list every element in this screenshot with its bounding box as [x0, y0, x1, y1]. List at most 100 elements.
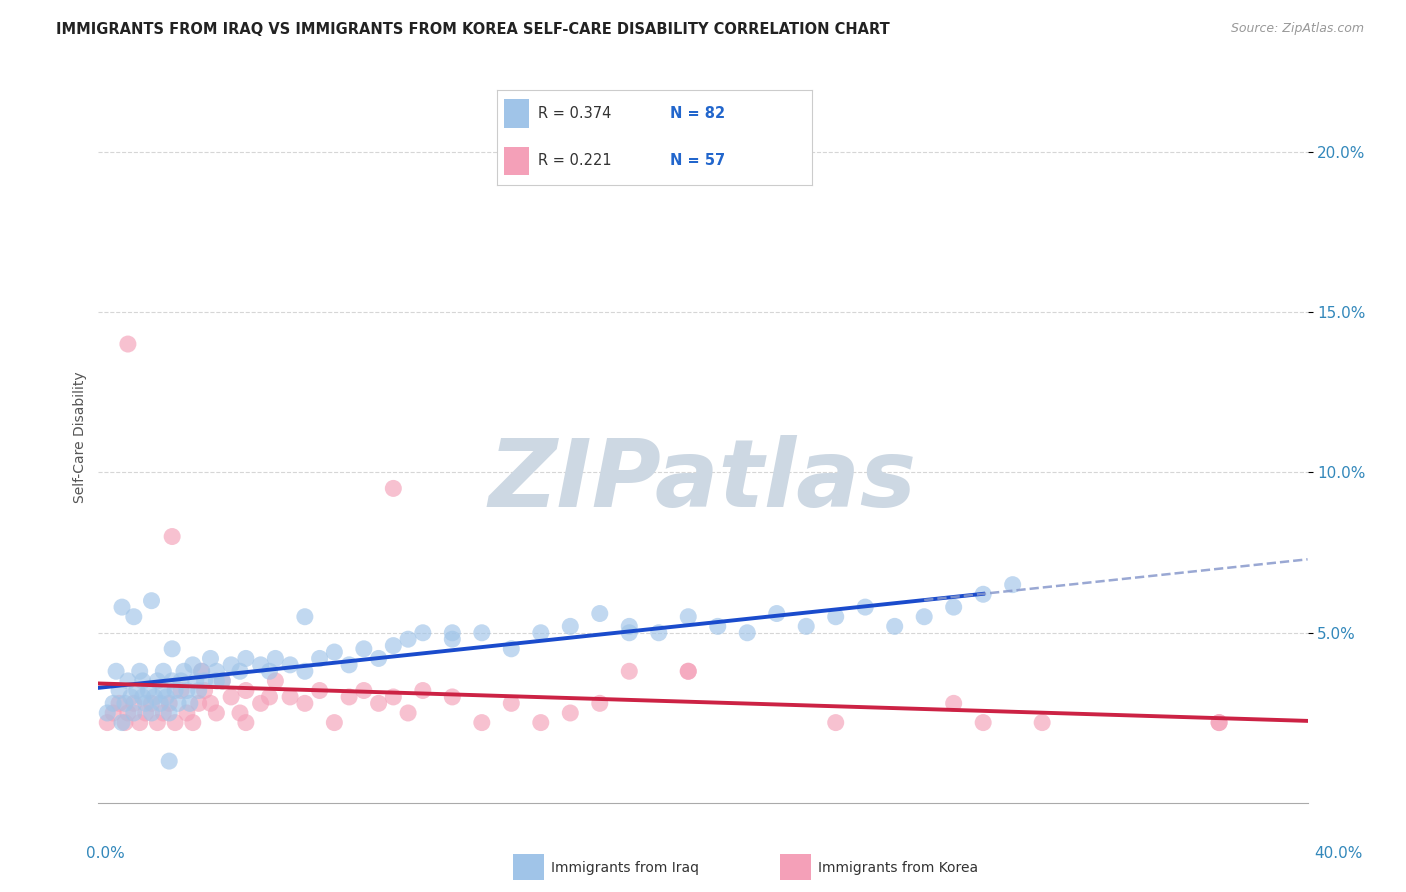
Point — [337, 690, 360, 704]
Point — [294, 665, 316, 679]
Point — [141, 593, 163, 607]
Point — [1208, 715, 1230, 730]
Point — [122, 609, 145, 624]
Text: Source: ZipAtlas.com: Source: ZipAtlas.com — [1230, 22, 1364, 36]
Point — [96, 715, 118, 730]
Point — [471, 625, 494, 640]
Point — [179, 697, 201, 711]
Point — [187, 697, 209, 711]
Point — [187, 683, 209, 698]
Point — [294, 697, 316, 711]
Point — [117, 673, 139, 688]
Point — [152, 683, 174, 698]
Point — [117, 337, 139, 351]
Point — [972, 587, 994, 601]
Point — [235, 683, 257, 698]
Point — [141, 697, 163, 711]
Point — [219, 657, 242, 672]
Point — [441, 632, 464, 647]
Point — [211, 673, 233, 688]
Point — [152, 706, 174, 720]
Point — [396, 632, 419, 647]
Point — [471, 715, 494, 730]
Point — [190, 665, 212, 679]
Point — [278, 657, 301, 672]
Point — [619, 665, 641, 679]
Point — [111, 715, 134, 730]
Point — [264, 651, 287, 665]
Point — [259, 690, 281, 704]
Point — [152, 665, 174, 679]
Point — [794, 619, 817, 633]
Text: 40.0%: 40.0% — [1315, 846, 1362, 861]
Point — [412, 683, 434, 698]
Point — [278, 690, 301, 704]
Point — [942, 697, 965, 711]
Point — [146, 673, 169, 688]
Point — [122, 706, 145, 720]
Point — [912, 609, 935, 624]
Point — [678, 665, 700, 679]
Point — [1001, 577, 1024, 591]
Text: IMMIGRANTS FROM IRAQ VS IMMIGRANTS FROM KOREA SELF-CARE DISABILITY CORRELATION C: IMMIGRANTS FROM IRAQ VS IMMIGRANTS FROM … — [56, 22, 890, 37]
Point — [1031, 715, 1053, 730]
Point — [108, 683, 131, 698]
Point — [353, 683, 375, 698]
Text: Immigrants from Korea: Immigrants from Korea — [818, 861, 979, 875]
Point — [101, 697, 124, 711]
Point — [883, 619, 905, 633]
Point — [619, 619, 641, 633]
Point — [678, 665, 700, 679]
Point — [211, 673, 233, 688]
Point — [170, 673, 193, 688]
Point — [382, 690, 405, 704]
Point — [249, 657, 271, 672]
Point — [160, 529, 183, 543]
Point — [235, 715, 257, 730]
Point — [942, 600, 965, 615]
Point — [194, 683, 217, 698]
Point — [101, 706, 124, 720]
Point — [176, 706, 198, 720]
Point — [200, 697, 222, 711]
Point — [205, 706, 228, 720]
Text: 0.0%: 0.0% — [86, 846, 125, 861]
Point — [128, 665, 150, 679]
Point — [412, 625, 434, 640]
Point — [530, 715, 553, 730]
Point — [114, 697, 136, 711]
Point — [184, 673, 207, 688]
Point — [96, 706, 118, 720]
Point — [125, 683, 148, 698]
Point — [155, 690, 177, 704]
Point — [157, 697, 180, 711]
Point — [308, 651, 330, 665]
Point — [229, 706, 252, 720]
Point — [235, 651, 257, 665]
Point — [501, 697, 523, 711]
Point — [367, 697, 389, 711]
Point — [167, 697, 190, 711]
Point — [382, 482, 405, 496]
Point — [157, 754, 180, 768]
Point — [205, 673, 228, 688]
Point — [165, 683, 187, 698]
Point — [105, 665, 128, 679]
Point — [131, 673, 153, 688]
Point — [501, 641, 523, 656]
Point — [135, 697, 157, 711]
Point — [323, 715, 346, 730]
Point — [176, 683, 198, 698]
Point — [117, 706, 139, 720]
Point — [157, 706, 180, 720]
Point — [173, 665, 195, 679]
Y-axis label: Self-Care Disability: Self-Care Disability — [73, 371, 87, 503]
Point — [308, 683, 330, 698]
Point — [735, 625, 758, 640]
Point — [141, 706, 163, 720]
Text: ZIPatlas: ZIPatlas — [489, 435, 917, 527]
Point — [824, 609, 846, 624]
Point — [143, 690, 166, 704]
Point — [706, 619, 728, 633]
Point — [120, 690, 142, 704]
